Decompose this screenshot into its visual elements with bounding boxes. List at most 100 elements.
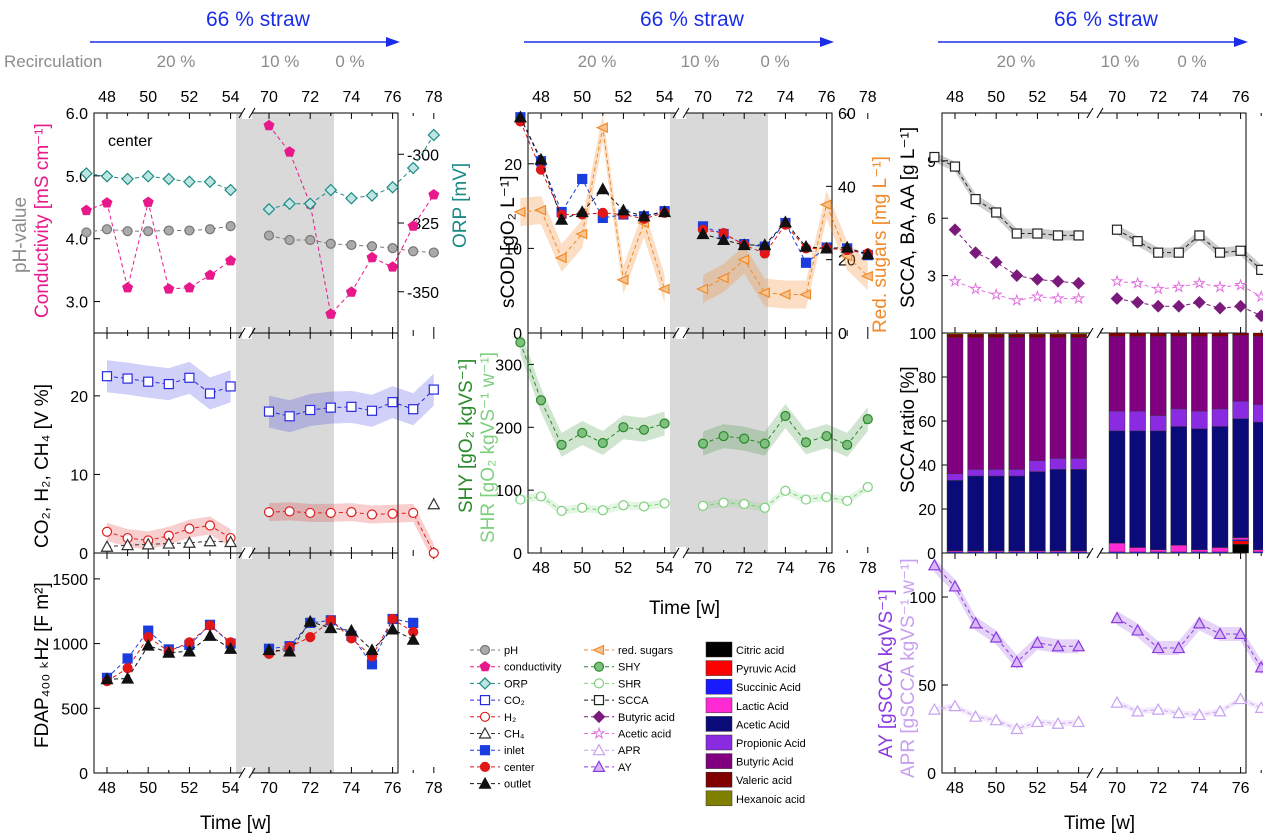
legend-swatch [705,753,733,769]
series-line [934,156,1079,236]
bar-segment [1129,410,1146,432]
x-tick-label: 52 [181,780,199,797]
data-point [408,617,419,628]
axis-break-mark [1096,107,1104,119]
x-tick-label: 54 [656,560,674,577]
data-point [1010,722,1024,735]
bar-segment [1008,337,1025,470]
data-point [1131,704,1145,717]
x-tick-label: 70 [260,89,278,106]
legend-marker [478,726,492,739]
legend-marker [478,677,492,690]
recirculation-level: 0 % [1177,52,1206,71]
data-point [989,713,1003,726]
recirculation-10-shade [236,113,334,773]
bar-segment [1129,547,1146,553]
x-tick-label: 70 [694,560,712,577]
bar-segment [1149,549,1167,553]
legend-item: outlet [470,776,531,791]
data-point [718,430,729,442]
y-tick-label: 0 [513,546,522,563]
x-tick-label: 78 [859,89,877,106]
data-point [758,238,772,251]
legend-label: outlet [504,779,531,791]
data-point [1110,611,1124,624]
legend-item: APR [584,743,641,757]
bar-segment [1232,537,1249,540]
data-point [141,537,155,550]
bar-segment [1191,336,1208,412]
data-point [1131,276,1145,289]
data-point [1131,296,1144,309]
data-point [970,193,981,205]
x-tick-label: 76 [818,560,836,577]
bar-segment [1211,332,1229,337]
bar-segment [1211,336,1229,410]
data-point [162,645,176,658]
x-tick-label: 54 [222,780,240,797]
y-tick-label: 1000 [52,637,88,654]
bar-segment [1108,332,1126,337]
data-point [1213,301,1227,315]
legend-label: inlet [504,745,524,757]
data-point [305,507,316,519]
data-point [1110,292,1124,305]
bar-segment [946,333,964,338]
data-point [225,221,236,232]
x-tick-label: 70 [694,89,712,106]
data-point [184,523,195,534]
data-point [1234,299,1247,313]
data-point [554,252,567,264]
bar-segment [967,475,984,552]
axis-break [242,767,252,779]
bar-segment [1170,332,1188,337]
legend-swatch [705,678,733,695]
legend-item: AY [584,760,633,774]
legend-label: Butyric Acid [736,757,793,769]
series-line [268,134,435,210]
legend-label: Acetic Acid [736,719,790,731]
series-butyric-acid [948,223,1263,323]
y-tick-label: 20 [918,502,936,519]
data-point [799,239,813,252]
y-tick-label: 3 [927,269,936,286]
bar-segment [1070,458,1087,470]
data-point [184,225,195,236]
data-point [224,642,238,654]
data-point [697,438,709,449]
y-tick-label: 50 [918,678,936,695]
data-point [697,500,709,511]
legend-swatch [705,697,733,714]
bar-segment [1008,469,1025,477]
data-point [284,146,296,157]
series-line [702,202,869,295]
data-point [577,173,588,185]
legend-marker [592,644,605,656]
recirculation-level: 20 % [997,52,1036,71]
series-outlet [513,110,875,260]
series-outlet [100,614,420,685]
data-point [989,255,1003,269]
data-point [428,384,439,395]
data-point [513,206,526,218]
y-axis-label-scca: SCCA, BA, AA [g L⁻¹] [898,127,919,308]
x-tick-label: 74 [777,560,795,577]
x-tick-label: 70 [1108,89,1126,106]
series-co- [101,360,439,433]
legend-swatch [705,716,733,732]
data-point [1192,276,1206,289]
data-point [969,282,983,295]
bar-segment [1049,337,1067,459]
data-point [408,507,419,519]
legend-label: Acetic acid [618,729,671,741]
legend-swatch [705,660,733,676]
data-point [122,281,134,293]
data-point [659,498,670,509]
series-ph [81,221,439,258]
x-tick-label: 54 [656,89,674,106]
bar-segment [1029,333,1046,338]
data-point [800,437,812,448]
data-point [182,644,196,657]
x-tick-label: 72 [735,89,753,106]
x-tick-label: 74 [343,780,361,797]
